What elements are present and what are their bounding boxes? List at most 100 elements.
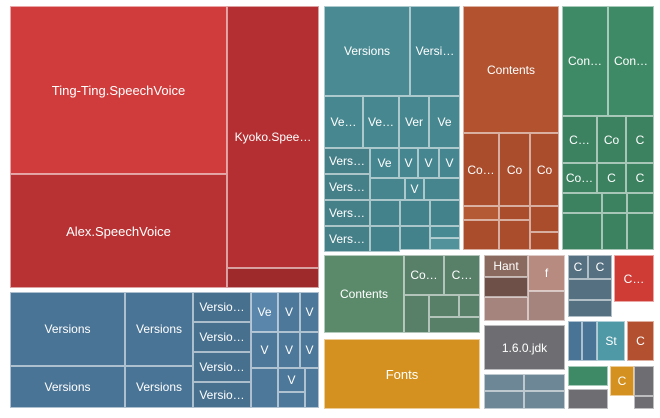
treemap-tile-framework-versions-blue[interactable]: V — [251, 332, 278, 368]
treemap-tile-framework-versions-blue[interactable]: Versio… — [193, 292, 251, 322]
treemap-tile-framework-versions-teal[interactable]: Ve… — [363, 96, 399, 148]
treemap-tile-fonts[interactable]: Fonts — [324, 339, 480, 409]
treemap-tile-speech-voices[interactable] — [227, 268, 319, 288]
treemap-tile[interactable] — [484, 374, 524, 391]
treemap-tile-framework-versions-blue[interactable]: V — [278, 292, 300, 332]
treemap-tile[interactable] — [530, 206, 559, 232]
treemap-tile[interactable] — [568, 279, 612, 300]
treemap-tile[interactable] — [430, 226, 460, 238]
treemap-tile-contents-olive[interactable]: Contents — [324, 255, 404, 333]
treemap-tile[interactable] — [404, 295, 429, 333]
treemap-tile[interactable] — [499, 220, 530, 250]
treemap-tile-framework-versions-teal[interactable]: Vers… — [324, 200, 370, 226]
treemap-tile-contents-rust[interactable]: Co — [499, 133, 530, 206]
treemap-tile-speech-voices[interactable]: Kyoko.Spee… — [227, 6, 319, 268]
treemap-tile-framework-versions-blue[interactable]: Ve — [251, 292, 278, 332]
treemap-tile-framework-versions-teal[interactable]: V — [405, 178, 424, 200]
treemap-tile[interactable] — [524, 374, 565, 391]
treemap-tile-contents-rust[interactable]: Contents — [463, 6, 559, 133]
treemap-tile[interactable] — [484, 297, 528, 321]
treemap-tile-framework-versions-teal[interactable]: Vers… — [324, 148, 370, 174]
treemap-tile-contents-rust[interactable]: Co… — [463, 133, 499, 206]
treemap-tile[interactable] — [602, 193, 627, 213]
treemap-tile-contents-green[interactable]: Con… — [562, 6, 608, 116]
treemap-tile[interactable] — [400, 200, 430, 226]
treemap-tile[interactable] — [429, 295, 459, 317]
treemap-tile[interactable] — [278, 392, 305, 408]
treemap-tile-contents-green[interactable]: Co — [597, 116, 626, 163]
treemap-tile-framework-versions-teal[interactable]: Vers… — [324, 226, 370, 252]
treemap-tile[interactable] — [370, 226, 400, 252]
treemap-tile[interactable] — [499, 206, 530, 220]
treemap-tile-framework-versions-blue[interactable]: V — [300, 332, 319, 368]
treemap-tile-hant-f[interactable]: f — [528, 255, 565, 291]
treemap-tile-framework-versions-teal[interactable]: Versions — [324, 6, 410, 96]
treemap-tile-jdk[interactable]: 1.6.0.jdk — [484, 325, 565, 370]
treemap-tile[interactable] — [602, 213, 627, 250]
treemap-tile-framework-versions-blue[interactable]: V — [278, 368, 305, 392]
treemap-tile-framework-versions-blue[interactable]: Versions — [10, 366, 125, 408]
treemap-tile-misc-right[interactable]: C — [568, 255, 588, 279]
treemap-tile[interactable] — [634, 366, 654, 396]
treemap-tile-misc-right[interactable]: C — [588, 255, 612, 279]
treemap-tile[interactable] — [424, 178, 460, 200]
treemap-tile-contents-olive[interactable]: C… — [444, 255, 480, 295]
treemap-tile[interactable] — [430, 200, 460, 226]
treemap-tile-framework-versions-teal[interactable]: Ve — [429, 96, 460, 148]
treemap-tile-misc-right[interactable]: St — [597, 321, 625, 361]
treemap-tile-framework-versions-teal[interactable]: Ver — [399, 96, 429, 148]
treemap-tile[interactable] — [528, 291, 565, 321]
treemap-tile-framework-versions-teal[interactable]: Versi… — [410, 6, 460, 96]
treemap-tile[interactable] — [634, 396, 654, 409]
treemap-tile-framework-versions-blue[interactable]: Versions — [10, 292, 125, 366]
treemap-tile-misc-right[interactable]: C — [610, 366, 634, 396]
treemap-tile-speech-voices[interactable]: Alex.SpeechVoice — [10, 174, 227, 288]
treemap-tile[interactable] — [568, 321, 582, 361]
treemap-tile[interactable] — [463, 206, 499, 220]
treemap-tile-framework-versions-blue[interactable]: Versio… — [193, 382, 251, 408]
treemap-tile[interactable] — [562, 193, 602, 213]
treemap-tile-framework-versions-teal[interactable]: Ve… — [324, 96, 363, 148]
treemap-tile[interactable] — [530, 232, 559, 250]
treemap-tile[interactable] — [627, 213, 654, 250]
treemap-tile[interactable] — [568, 300, 612, 317]
treemap-tile-misc-right[interactable]: C — [627, 321, 654, 361]
treemap-tile[interactable] — [484, 391, 524, 409]
treemap-tile-contents-green[interactable]: C — [626, 163, 654, 193]
treemap-tile[interactable] — [305, 368, 319, 408]
treemap-tile-framework-versions-teal[interactable]: Vers… — [324, 174, 370, 200]
treemap-tile[interactable] — [430, 238, 460, 250]
treemap-tile-framework-versions-teal[interactable]: V — [418, 148, 439, 178]
treemap-tile-framework-versions-blue[interactable]: V — [278, 332, 300, 368]
treemap-tile-contents-green[interactable]: C… — [562, 116, 597, 163]
treemap-tile[interactable] — [429, 317, 480, 333]
treemap-tile[interactable] — [568, 389, 608, 409]
treemap-tile-framework-versions-teal[interactable]: V — [399, 148, 418, 178]
treemap-tile-contents-green[interactable]: Con… — [608, 6, 654, 116]
treemap-tile[interactable] — [484, 277, 528, 297]
treemap-tile[interactable] — [463, 220, 499, 250]
treemap-tile-framework-versions-blue[interactable]: V — [300, 292, 319, 332]
treemap-tile[interactable] — [524, 391, 565, 409]
treemap-tile-framework-versions-teal[interactable]: V — [439, 148, 460, 178]
treemap-tile-contents-green[interactable]: C — [597, 163, 626, 193]
treemap-tile-contents-green[interactable]: C — [626, 116, 654, 163]
treemap-tile-misc-right[interactable]: C… — [614, 255, 654, 302]
treemap-tile-framework-versions-blue[interactable]: Versions — [125, 292, 193, 366]
treemap-tile[interactable] — [370, 200, 400, 226]
treemap-tile[interactable] — [568, 366, 608, 386]
treemap-tile-framework-versions-teal[interactable]: Ve — [370, 148, 399, 178]
treemap-tile[interactable] — [370, 178, 405, 200]
treemap-tile-contents-rust[interactable]: Co — [530, 133, 559, 206]
treemap-tile-hant-f[interactable]: Hant — [484, 255, 528, 277]
treemap-tile-framework-versions-blue[interactable]: Versions — [125, 366, 193, 408]
treemap-tile[interactable] — [400, 226, 430, 250]
treemap-tile[interactable] — [251, 368, 278, 408]
treemap-tile-framework-versions-blue[interactable]: Versio… — [193, 352, 251, 382]
treemap-tile-speech-voices[interactable]: Ting-Ting.SpeechVoice — [10, 6, 227, 174]
treemap-tile[interactable] — [459, 295, 480, 317]
treemap-tile[interactable] — [562, 213, 602, 250]
treemap-tile-framework-versions-blue[interactable]: Versio… — [193, 322, 251, 352]
treemap-tile[interactable] — [582, 321, 597, 361]
treemap-tile[interactable] — [627, 193, 654, 213]
